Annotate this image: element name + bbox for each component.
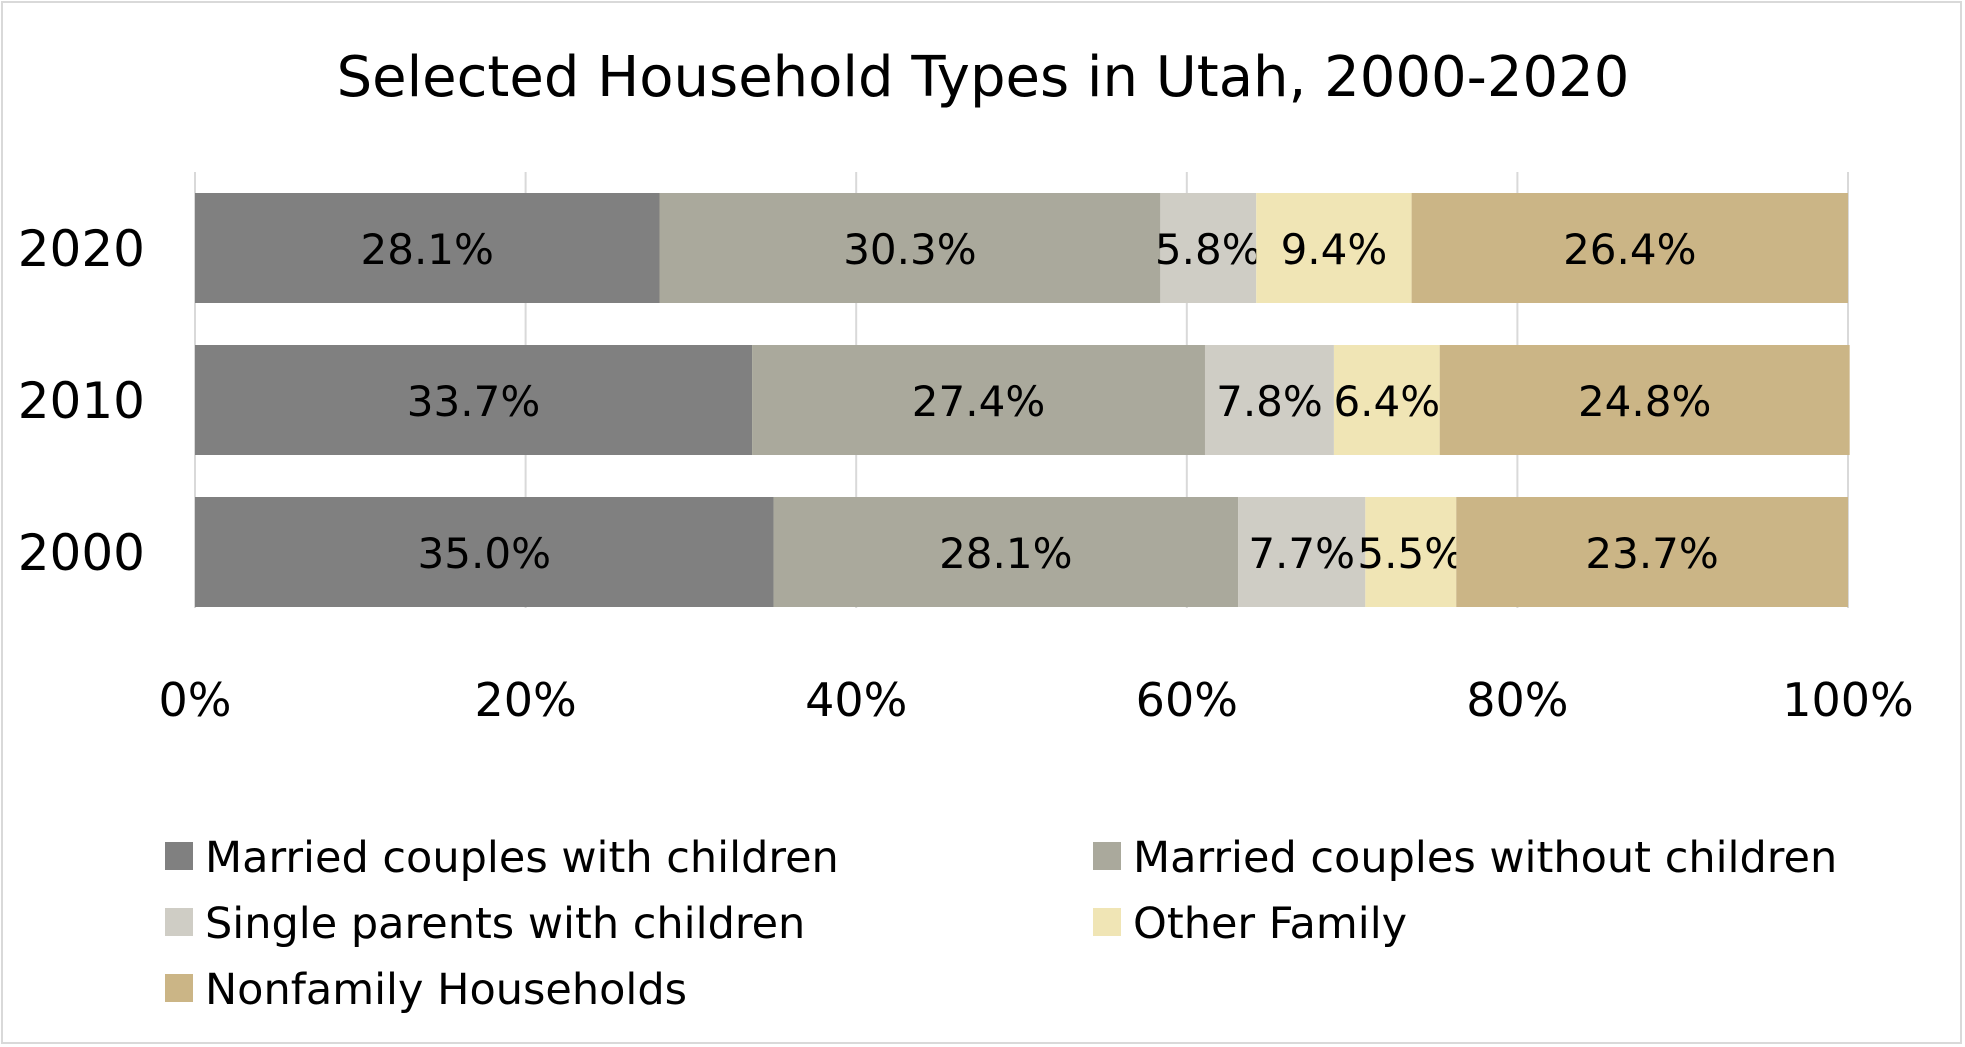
x-tick-label-80: 80% bbox=[1466, 673, 1568, 727]
chart-title: Selected Household Types in Utah, 2000-2… bbox=[337, 45, 1630, 110]
legend-swatch-single-parents-with-children bbox=[165, 908, 193, 936]
bar-segment-married-couples-with-children-2020 bbox=[195, 193, 660, 303]
legend-label-married-couples-without-children: Married couples without children bbox=[1133, 833, 1837, 883]
data-label-other-family-2000: 5.5% bbox=[1357, 529, 1464, 578]
x-tick-label-60: 60% bbox=[1136, 673, 1238, 727]
x-tick-label-0: 0% bbox=[159, 673, 232, 727]
legend: Married couples with children Married cou… bbox=[165, 833, 1837, 1015]
legend-swatch-married-couples-with-children bbox=[165, 842, 193, 870]
data-label-married-couples-without-children-2020: 30.3% bbox=[843, 225, 976, 274]
x-axis-tick-labels: 0% 20% 40% 60% 80% 100% bbox=[159, 673, 1914, 727]
data-label-nonfamily-households-2020: 26.4% bbox=[1563, 225, 1696, 274]
legend-swatch-other-family bbox=[1093, 908, 1121, 936]
bar-segment-nonfamily-households-2010 bbox=[1439, 345, 1850, 455]
data-label-nonfamily-households-2000: 23.7% bbox=[1585, 529, 1718, 578]
bar-segment-other-family-2010 bbox=[1333, 345, 1440, 455]
bar-segment-single-parents-with-children-2010 bbox=[1204, 345, 1334, 455]
bar-segment-married-couples-without-children-2020 bbox=[659, 193, 1161, 303]
legend-label-married-couples-with-children: Married couples with children bbox=[205, 833, 839, 883]
data-label-nonfamily-households-2010: 24.8% bbox=[1578, 377, 1711, 426]
legend-swatch-married-couples-without-children bbox=[1093, 842, 1121, 870]
bar-segment-single-parents-with-children-2020 bbox=[1160, 193, 1257, 303]
y-tick-label-2020: 2020 bbox=[18, 220, 145, 278]
bar-segment-married-couples-with-children-2010 bbox=[195, 345, 753, 455]
x-tick-label-20: 20% bbox=[474, 673, 576, 727]
x-tick-label-40: 40% bbox=[805, 673, 907, 727]
bar-segment-nonfamily-households-2000 bbox=[1456, 497, 1848, 607]
bar-segment-married-couples-with-children-2000 bbox=[195, 497, 774, 607]
data-label-other-family-2010: 6.4% bbox=[1333, 377, 1440, 426]
y-tick-label-2010: 2010 bbox=[18, 372, 145, 430]
data-label-single-parents-with-children-2020: 5.8% bbox=[1155, 225, 1262, 274]
y-axis-tick-labels: 2020 2010 2000 bbox=[18, 220, 145, 582]
data-label-other-family-2020: 9.4% bbox=[1281, 225, 1388, 274]
data-label-married-couples-without-children-2010: 27.4% bbox=[912, 377, 1045, 426]
data-label-single-parents-with-children-2000: 7.7% bbox=[1248, 529, 1355, 578]
data-label-married-couples-without-children-2000: 28.1% bbox=[939, 529, 1072, 578]
bar-segment-nonfamily-households-2020 bbox=[1411, 193, 1848, 303]
bar-segment-other-family-2000 bbox=[1365, 497, 1457, 607]
legend-label-nonfamily-households: Nonfamily Households bbox=[205, 965, 687, 1015]
bar-segment-married-couples-without-children-2000 bbox=[773, 497, 1239, 607]
bars: 28.1% 30.3% 5.8% 9.4% 26.4% 33.7% 27.4% 7.8% 6.4… bbox=[195, 193, 1850, 607]
legend-label-single-parents-with-children: Single parents with children bbox=[205, 899, 805, 949]
x-tick-label-100: 100% bbox=[1782, 673, 1914, 727]
bar-segment-other-family-2020 bbox=[1256, 193, 1412, 303]
data-label-married-couples-with-children-2010: 33.7% bbox=[407, 377, 540, 426]
data-label-married-couples-with-children-2000: 35.0% bbox=[418, 529, 551, 578]
legend-swatch-nonfamily-households bbox=[165, 974, 193, 1002]
data-label-married-couples-with-children-2020: 28.1% bbox=[361, 225, 494, 274]
data-label-single-parents-with-children-2010: 7.8% bbox=[1216, 377, 1323, 426]
bar-segment-married-couples-without-children-2010 bbox=[752, 345, 1205, 455]
legend-label-other-family: Other Family bbox=[1133, 899, 1407, 949]
y-tick-label-2000: 2000 bbox=[18, 524, 145, 582]
bar-segment-single-parents-with-children-2000 bbox=[1238, 497, 1366, 607]
